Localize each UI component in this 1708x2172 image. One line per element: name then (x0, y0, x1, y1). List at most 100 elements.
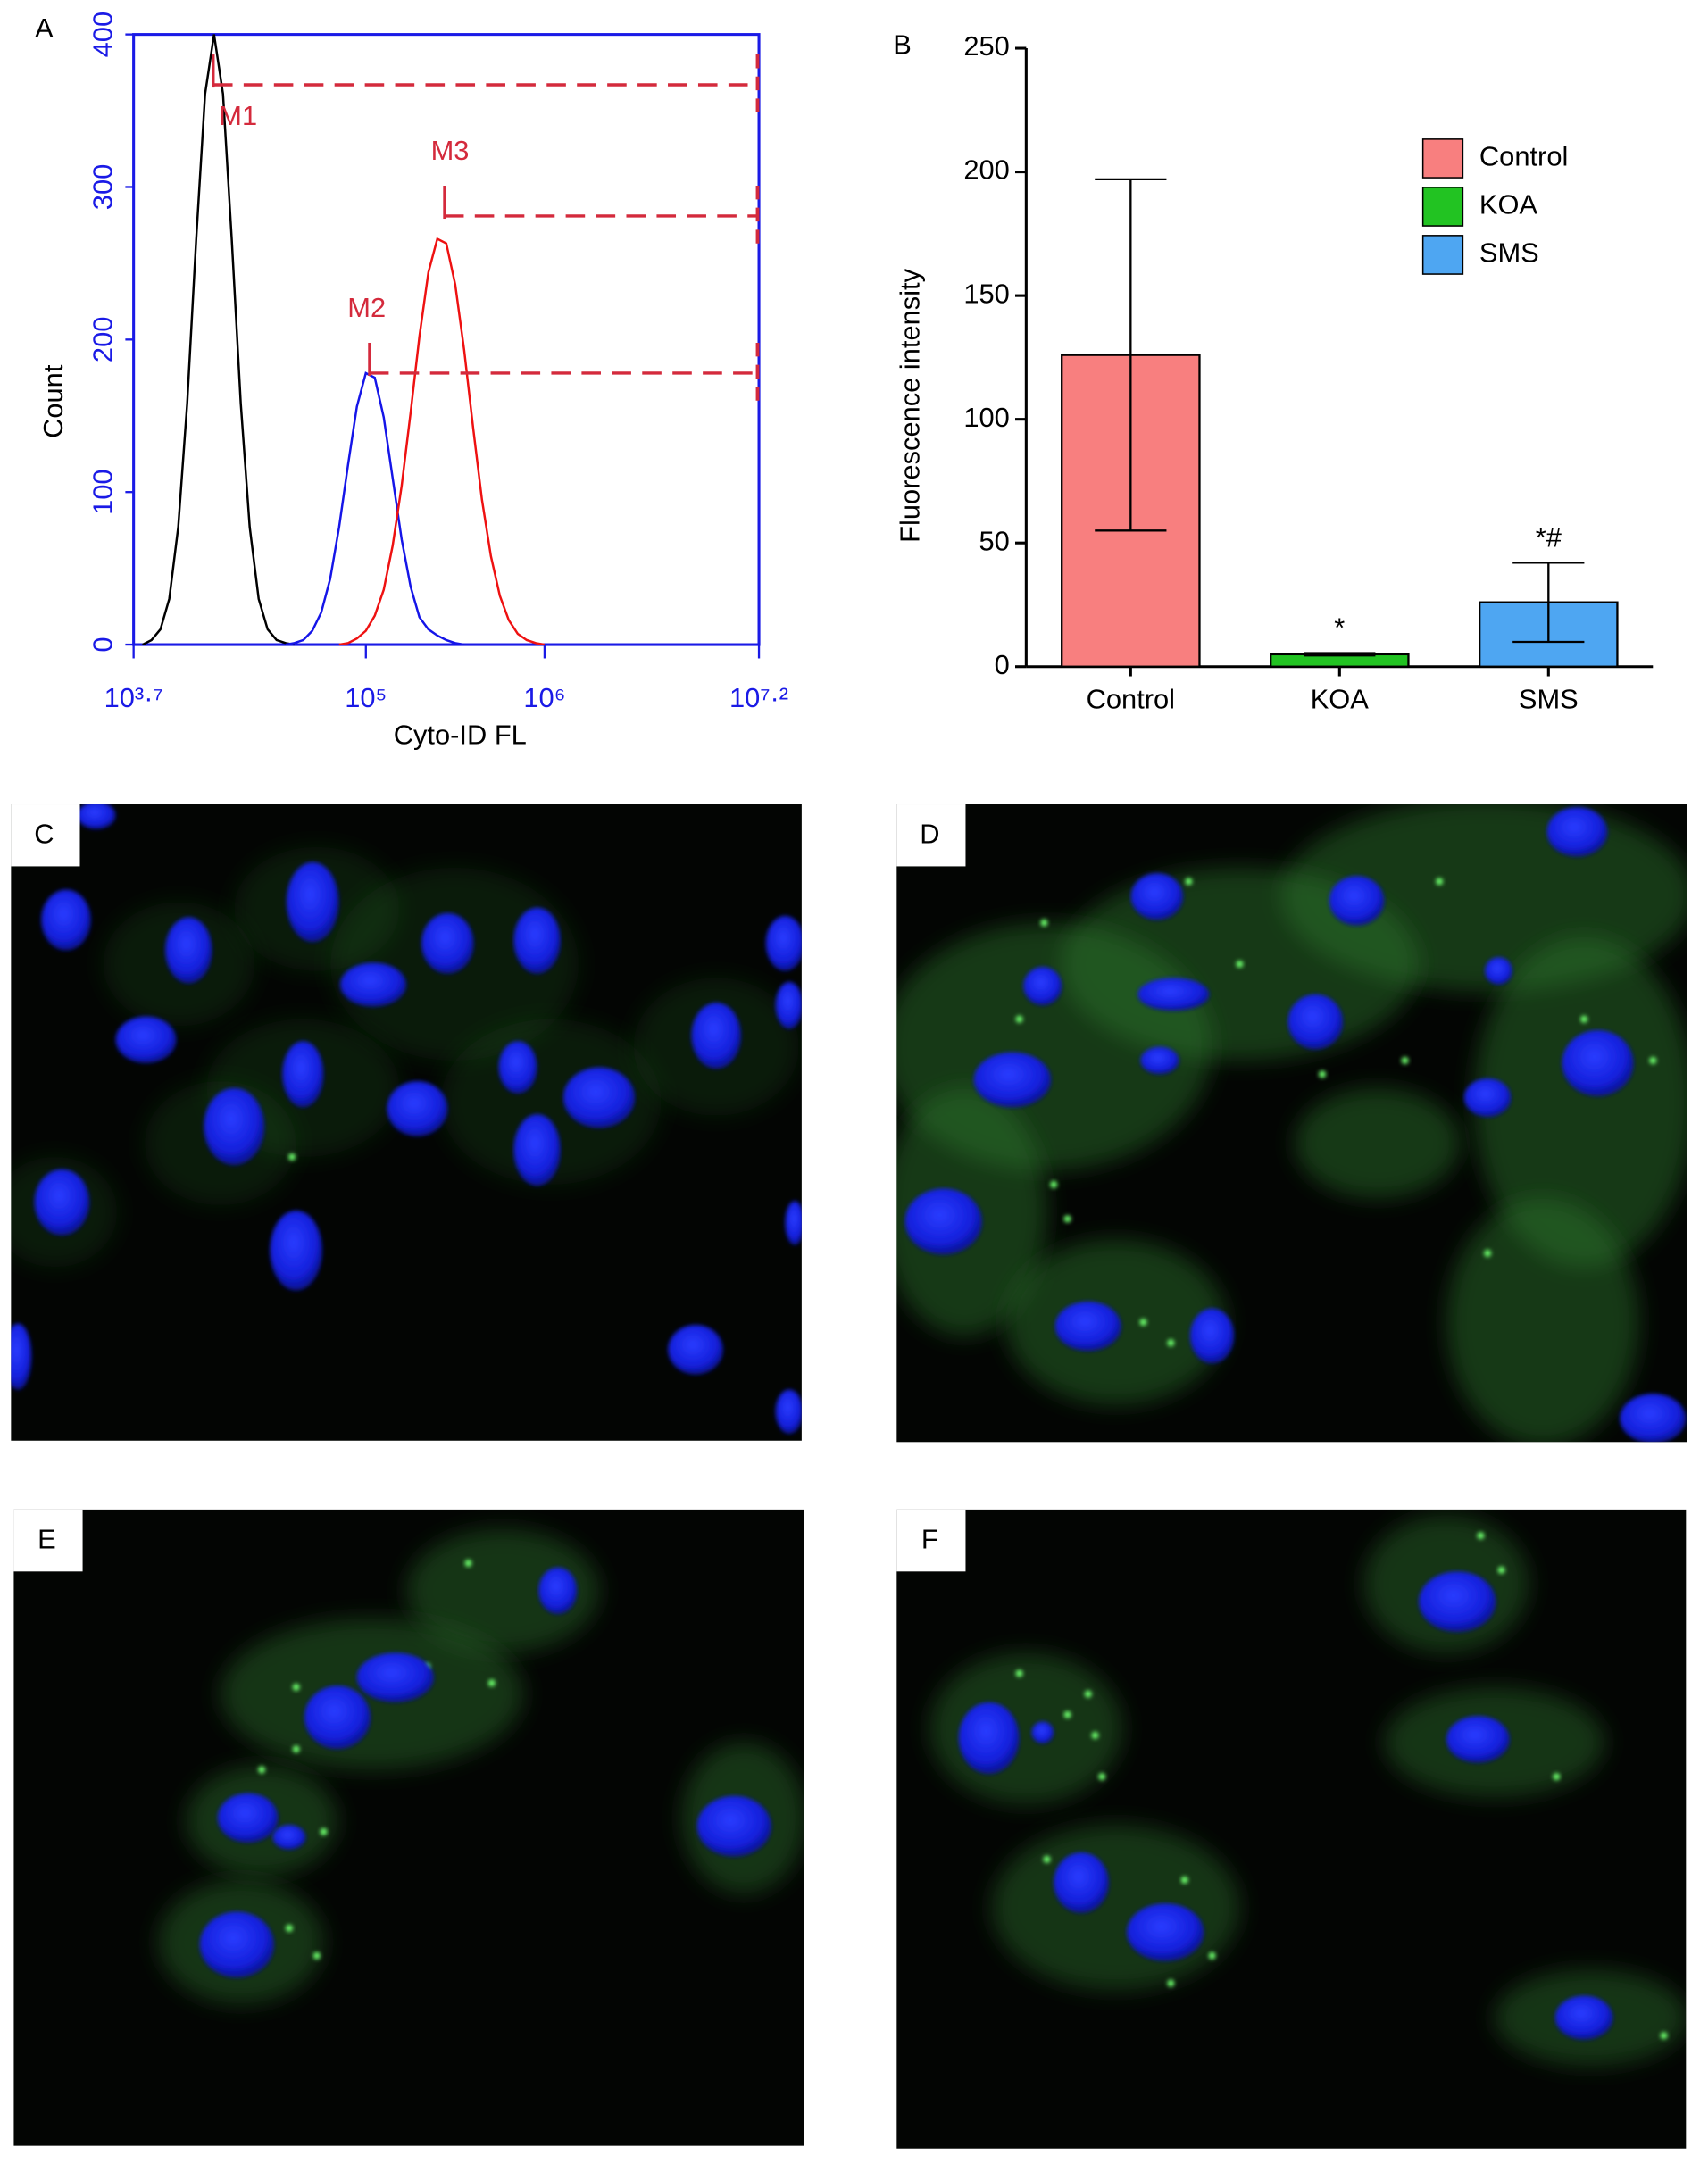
green-puncta (288, 1153, 296, 1161)
cell-cytoplasm (929, 1652, 1123, 1805)
cell-cytoplasm (406, 1528, 600, 1653)
significance-label: *# (1536, 521, 1562, 553)
nucleus (1137, 978, 1210, 1011)
legend-label: Control (1479, 141, 1568, 172)
y-tick-label: 0 (995, 649, 1010, 680)
green-puncta (1477, 1532, 1485, 1540)
micrograph (896, 804, 1687, 1443)
y-tick-label: 400 (87, 12, 118, 57)
nucleus (1130, 873, 1184, 920)
y-tick-label: 100 (963, 402, 1009, 433)
nucleus (498, 1041, 537, 1094)
nucleus (696, 1795, 771, 1857)
histogram-line (142, 34, 295, 646)
gate-label: M2 (347, 292, 386, 323)
nucleus (562, 1067, 636, 1128)
nucleus (1189, 1308, 1235, 1364)
y-tick-label: 0 (87, 637, 118, 652)
panel-label: F (921, 1524, 938, 1555)
micrograph (929, 1515, 1687, 2067)
y-axis-label: Count (37, 364, 69, 438)
nucleus (282, 1041, 324, 1108)
label-box (13, 1509, 83, 1572)
nucleus (973, 1052, 1052, 1108)
x-tick-label: Control (1087, 683, 1175, 714)
nucleus (1554, 1995, 1613, 2040)
panel-label: B (893, 29, 912, 61)
error-bar (1095, 178, 1167, 532)
nucleus (34, 1169, 90, 1236)
y-tick-label: 250 (963, 30, 1009, 62)
green-puncta (1050, 1180, 1058, 1188)
nucleus (304, 1685, 371, 1750)
legend-label: SMS (1479, 237, 1539, 269)
micrograph (158, 1528, 804, 2004)
green-puncta (292, 1683, 300, 1691)
nucleus (1446, 1716, 1510, 1763)
nucleus (538, 1567, 578, 1615)
nucleus (199, 1911, 275, 1978)
nucleus (1463, 1078, 1512, 1118)
legend-swatch (1421, 138, 1464, 179)
nucleus (115, 1016, 177, 1064)
nucleus (785, 1201, 802, 1245)
gate-label: M1 (219, 100, 257, 131)
green-puncta (1139, 1319, 1147, 1327)
green-puncta (1043, 1855, 1051, 1863)
nucleus (41, 889, 91, 951)
green-puncta (1167, 1979, 1175, 1987)
nucleus (958, 1702, 1020, 1775)
nucleus (513, 907, 561, 974)
panel-label: A (35, 12, 54, 44)
nucleus (387, 1081, 448, 1136)
green-puncta (258, 1766, 266, 1774)
label-box (896, 804, 966, 867)
green-puncta (312, 1951, 321, 1960)
panel-label: D (920, 819, 939, 850)
significance-label: * (1334, 612, 1345, 643)
green-puncta (1084, 1690, 1092, 1698)
green-puncta (1180, 1876, 1188, 1884)
green-puncta (1580, 1015, 1588, 1023)
label-box (11, 804, 80, 867)
green-puncta (1040, 919, 1048, 927)
green-puncta (1063, 1710, 1071, 1718)
green-puncta (1091, 1731, 1099, 1739)
nucleus (217, 1793, 279, 1843)
nucleus (1287, 994, 1344, 1050)
green-puncta (1208, 1951, 1216, 1960)
nucleus (1562, 1030, 1634, 1097)
y-tick-label: 50 (979, 525, 1010, 556)
error-bar (1512, 562, 1585, 644)
histogram-line (338, 237, 546, 646)
y-tick-label: 100 (87, 469, 118, 514)
nucleus (1031, 1721, 1054, 1744)
nucleus (204, 1087, 265, 1166)
y-tick-label: 200 (963, 154, 1009, 186)
y-axis-label: Fluorescence intensity (894, 268, 925, 542)
nucleus (1419, 1571, 1496, 1633)
green-puncta (1185, 878, 1193, 886)
x-tick-label: 10⁷·² (729, 682, 788, 713)
nucleus (765, 915, 802, 971)
nucleus (340, 962, 407, 1007)
error-bar (1304, 652, 1376, 657)
y-tick-label: 150 (963, 278, 1009, 309)
green-puncta (1436, 878, 1444, 886)
nucleus (286, 861, 339, 943)
nucleus (904, 1188, 982, 1255)
cell-cytoplasm (1295, 1087, 1461, 1199)
x-tick-label: 10⁶ (523, 682, 565, 713)
nucleus (1485, 957, 1512, 986)
nucleus (1546, 807, 1608, 857)
green-puncta (1319, 1070, 1327, 1078)
green-puncta (320, 1827, 328, 1835)
panel-label: E (37, 1524, 56, 1555)
x-tick-label: SMS (1519, 683, 1579, 714)
nucleus (77, 804, 116, 829)
micrograph-background (13, 1509, 804, 2146)
green-puncta (464, 1560, 472, 1568)
micrograph (11, 804, 802, 1435)
